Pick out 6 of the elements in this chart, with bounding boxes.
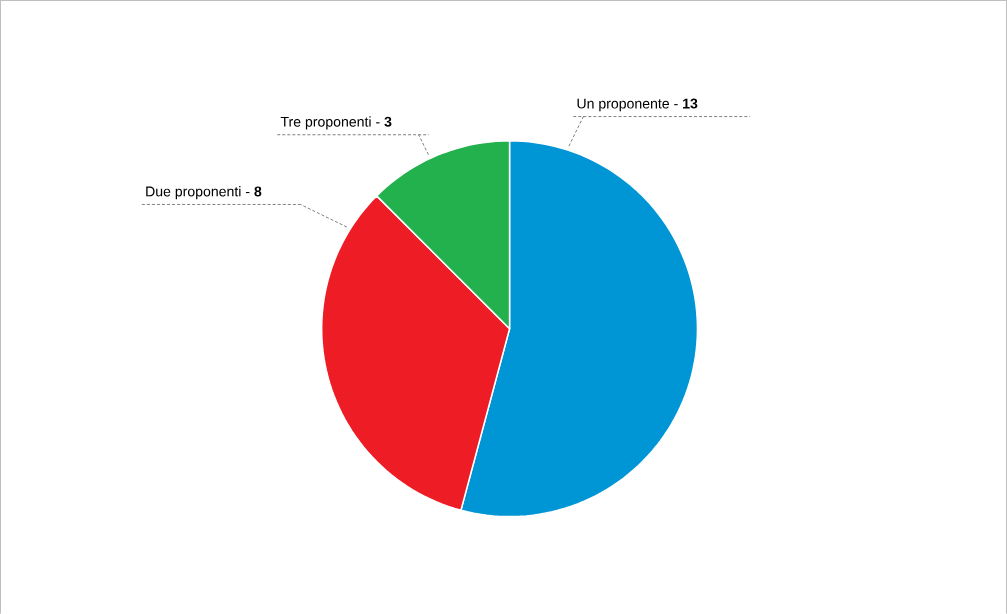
data-label: - 13	[674, 98, 698, 109]
slice-label: Un proponente	[577, 98, 670, 112]
slice-label: Tre proponenti	[280, 116, 371, 130]
slice-label: Due proponenti	[146, 186, 241, 200]
data-label: - 3	[376, 116, 392, 127]
data-label: - 8	[245, 186, 262, 197]
